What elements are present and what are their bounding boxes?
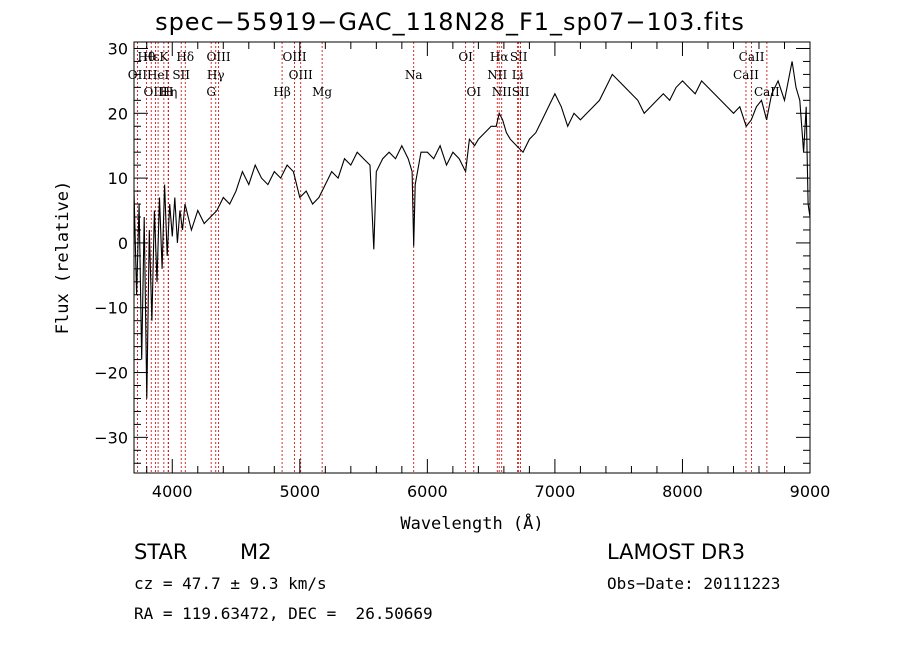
line-marker-label: Hβ — [273, 85, 290, 99]
line-marker-label: OIII — [289, 68, 313, 82]
line-marker-label: OIII — [144, 85, 168, 99]
line-marker-label: OI — [466, 85, 481, 99]
line-marker-label: Hθ — [138, 50, 156, 64]
line-marker-label: HeI — [147, 68, 170, 82]
x-tick-label: 4000 — [152, 482, 193, 501]
line-marker-label: Li — [512, 68, 524, 82]
y-tick-label: −10 — [94, 299, 128, 318]
line-marker-label: OII — [128, 68, 148, 82]
y-tick-label: −30 — [94, 428, 128, 447]
line-marker-label: Hδ — [176, 50, 194, 64]
x-tick-label: 9000 — [790, 482, 831, 501]
line-marker-label: H — [163, 85, 173, 99]
ra-dec-coordinates: RA = 119.63472, DEC = 26.50669 — [134, 604, 433, 623]
line-marker-label: NII — [487, 68, 507, 82]
y-tick-label: 30 — [108, 39, 128, 58]
line-marker-label: SII — [510, 50, 528, 64]
line-marker-label: NII — [492, 85, 512, 99]
y-tick-label: 20 — [108, 104, 128, 123]
line-marker-label: CaII — [733, 68, 759, 82]
obs-date: Obs−Date: 20111223 — [607, 574, 781, 593]
object-subclass: M2 — [240, 540, 272, 564]
survey-name: LAMOST DR3 — [607, 540, 746, 564]
spectrum-line — [133, 61, 811, 399]
y-tick-label: 0 — [118, 234, 128, 253]
line-marker-label: Mg — [312, 85, 332, 99]
object-class: STAR — [134, 540, 188, 564]
line-marker-label: CaII — [739, 50, 765, 64]
line-marker-label: SII — [172, 68, 190, 82]
line-marker-label: K — [159, 50, 169, 64]
x-tick-label: 8000 — [662, 482, 703, 501]
axis-ticks-group: 4000 5000 6000 7000 8000 9000 −30 −20 −10 0 10 20 30 — [94, 39, 830, 501]
x-tick-label: 6000 — [407, 482, 448, 501]
x-axis-label: Wavelength (Å) — [400, 512, 543, 534]
line-marker-label: OIII — [283, 50, 307, 64]
plot-frame — [133, 41, 811, 474]
line-marker-label: Na — [405, 68, 423, 82]
line-marker-label: G — [206, 85, 216, 99]
line-marker-label: SII — [512, 85, 530, 99]
line-marker-label: OIII — [207, 50, 231, 64]
y-tick-label: 10 — [108, 169, 128, 188]
y-axis-label: Flux (relative) — [53, 181, 73, 335]
line-marker-label: CaII — [754, 85, 780, 99]
redshift-velocity: cz = 47.7 ± 9.3 km/s — [134, 574, 327, 593]
line-marker-label: Hγ — [207, 68, 225, 82]
line-marker-label: Hα — [490, 50, 509, 64]
x-tick-label: 7000 — [535, 482, 576, 501]
line-marker-label: Hε — [143, 50, 160, 64]
chart-title: spec−55919−GAC_118N28_F1_sp07−103.fits — [155, 8, 745, 36]
line-marker-label: OI — [458, 50, 473, 64]
x-tick-label: 5000 — [279, 482, 320, 501]
y-tick-label: −20 — [94, 364, 128, 383]
